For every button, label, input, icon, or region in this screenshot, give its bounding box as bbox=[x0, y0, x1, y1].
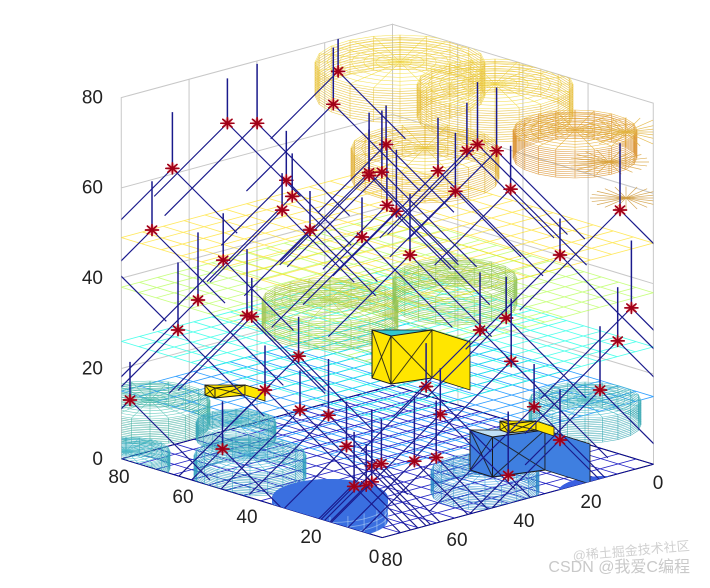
svg-text:40: 40 bbox=[513, 511, 534, 532]
svg-text:60: 60 bbox=[172, 487, 193, 508]
svg-text:0: 0 bbox=[92, 449, 103, 470]
svg-text:0: 0 bbox=[369, 547, 380, 568]
svg-text:0: 0 bbox=[653, 473, 664, 494]
svg-text:40: 40 bbox=[82, 268, 103, 289]
svg-text:80: 80 bbox=[108, 467, 129, 488]
svg-text:CSDN @我爱C编程: CSDN @我爱C编程 bbox=[548, 558, 690, 576]
svg-text:80: 80 bbox=[82, 87, 103, 108]
svg-text:20: 20 bbox=[82, 359, 103, 380]
svg-text:80: 80 bbox=[381, 550, 402, 571]
svg-text:60: 60 bbox=[446, 530, 467, 551]
svg-text:20: 20 bbox=[580, 492, 601, 513]
svg-text:40: 40 bbox=[236, 507, 257, 528]
svg-text:60: 60 bbox=[82, 178, 103, 199]
svg-text:20: 20 bbox=[300, 527, 321, 548]
